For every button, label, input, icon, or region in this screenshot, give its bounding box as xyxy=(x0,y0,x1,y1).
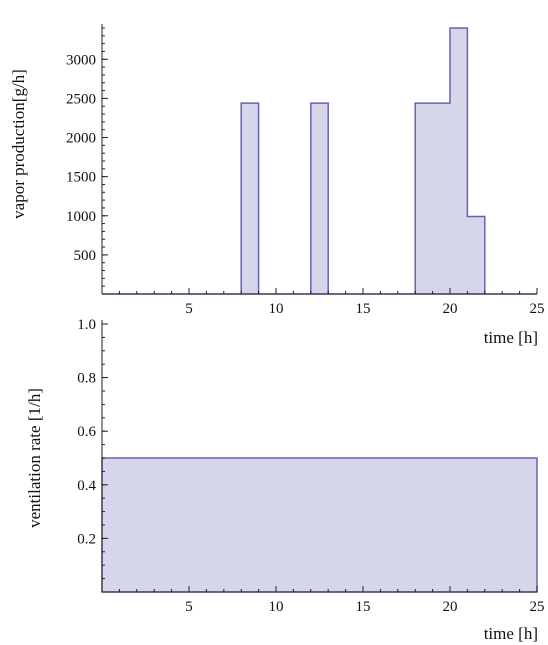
vent-y-tick-label: 0.8 xyxy=(77,371,96,387)
vent-x-axis-title: time [h] xyxy=(484,624,538,643)
vapor-y-tick-label: 2500 xyxy=(66,91,96,107)
vapor-y-tick-label: 2000 xyxy=(66,131,96,147)
vent-x-tick-label: 5 xyxy=(185,599,193,615)
vent-y-tick-label: 1.0 xyxy=(77,317,96,333)
vent-x-tick-label: 20 xyxy=(443,599,458,615)
ventilation-rate-series xyxy=(101,457,538,593)
vent-y-axis-title: ventilation rate [1/h] xyxy=(25,388,44,528)
vapor-x-tick-label: 5 xyxy=(185,301,193,317)
vapor-y-tick-label: 500 xyxy=(74,248,97,264)
vent-x-tick-label: 15 xyxy=(356,599,371,615)
vent-y-tick-label: 0.2 xyxy=(77,531,96,547)
vapor-y-tick-label: 1500 xyxy=(66,170,96,186)
vapor-x-tick-label: 15 xyxy=(356,301,371,317)
vent-y-tick-label: 0.4 xyxy=(77,478,96,494)
vapor-y-tick-label: 1000 xyxy=(66,209,96,225)
vapor-production-chart: 5 10 15 20 25 500 1000 1500 2000 2500 3000 vapor p… xyxy=(9,24,545,317)
vapor-y-axis-title: vapor production[g/h] xyxy=(9,69,28,219)
vent-x-tick-label: 10 xyxy=(269,599,284,615)
vapor-x-axis-title: time [h] xyxy=(484,328,538,347)
vapor-ticks: 5 10 15 20 25 500 1000 1500 2000 2500 3000 xyxy=(66,27,545,317)
vapor-y-tick-label: 3000 xyxy=(66,52,96,68)
vent-y-tick-label: 0.6 xyxy=(77,424,96,440)
vapor-x-tick-label: 25 xyxy=(530,301,545,317)
vent-x-tick-label: 25 xyxy=(530,599,545,615)
vapor-production-series xyxy=(102,27,537,295)
vapor-x-tick-label: 10 xyxy=(269,301,284,317)
vapor-x-tick-label: 20 xyxy=(443,301,458,317)
vent-ticks: 5 10 15 20 25 0.2 0.4 0.6 0.8 1.0 xyxy=(77,317,544,615)
ventilation-rate-chart: 5 10 15 20 25 0.2 0.4 0.6 0.8 1.0 ventilation rat… xyxy=(25,317,545,643)
